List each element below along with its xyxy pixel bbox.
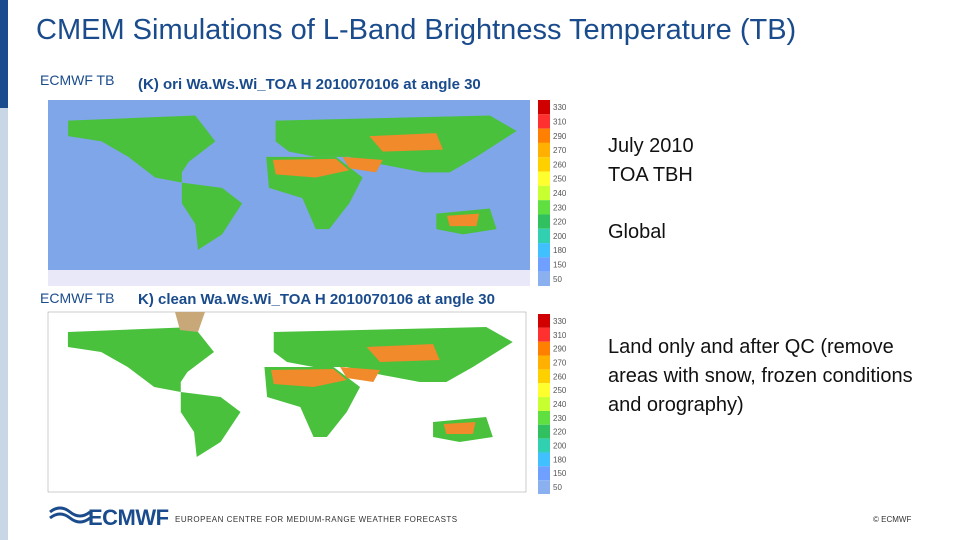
colorbar-label: 270 [553, 146, 567, 155]
note: Land only and after QC (remove areas wit… [608, 336, 913, 416]
colorbar-label: 240 [553, 189, 567, 198]
side-strip [0, 0, 8, 540]
colorbar-swatch [538, 228, 550, 244]
colorbar-swatch [538, 171, 550, 186]
colorbar-swatch [538, 157, 550, 172]
colorbar-swatch [538, 185, 550, 201]
logo: ECMWF [88, 505, 169, 530]
colorbar: 330 310 290 270 260 250 240 230 220 200 180 150 50 [538, 100, 567, 286]
colorbar-swatch [538, 438, 550, 453]
colorbar-swatch [538, 200, 550, 215]
colorbar-label: 200 [553, 232, 567, 241]
colorbar-label: 260 [553, 160, 567, 169]
colorbar-label: 250 [553, 386, 567, 395]
colorbar-label: 330 [553, 103, 567, 112]
note: Global [608, 221, 666, 243]
colorbar-label: 180 [553, 455, 567, 464]
colorbar-label: 230 [553, 203, 567, 212]
colorbar-label: 200 [553, 442, 567, 451]
colorbar-label: 220 [553, 428, 567, 437]
footer-org: EUROPEAN CENTRE FOR MEDIUM-RANGE WEATHER… [175, 515, 458, 524]
colorbar-label: 180 [553, 246, 567, 255]
note: July 2010 [608, 135, 694, 157]
colorbar-swatch [538, 327, 550, 342]
map-title: K) clean Wa.Ws.Wi_TOA H 2010070106 at an… [138, 291, 495, 308]
colorbar-label: 310 [553, 117, 567, 126]
antarctica [48, 270, 530, 286]
colorbar-swatch [538, 383, 550, 398]
masked-area [175, 312, 205, 332]
colorbar-swatch [538, 314, 550, 328]
colorbar-label: 150 [553, 469, 567, 478]
colorbar-label: 310 [553, 331, 567, 340]
colorbar-swatch [538, 142, 550, 158]
colorbar-swatch [538, 466, 550, 481]
colorbar-swatch [538, 355, 550, 370]
colorbar-swatch [538, 114, 550, 129]
colorbar-swatch [538, 257, 550, 272]
colorbar-label: 150 [553, 261, 567, 270]
colorbar-label: 330 [553, 317, 567, 326]
colorbar-swatch [538, 480, 550, 494]
colorbar-swatch [538, 369, 550, 384]
colorbar-swatch [538, 214, 550, 229]
panel-label: ECMWF TB [40, 290, 115, 306]
panel-label: ECMWF TB [40, 72, 115, 88]
colorbar-swatch [538, 243, 550, 258]
colorbar-label: 260 [553, 372, 567, 381]
colorbar-swatch [538, 100, 550, 115]
colorbar-label: 50 [553, 483, 562, 492]
colorbar-label: 240 [553, 400, 567, 409]
colorbar-swatch [538, 410, 550, 425]
colorbar-label: 290 [553, 132, 567, 141]
colorbar-label: 220 [553, 218, 567, 227]
logo-mark [49, 506, 91, 524]
colorbar: 330 310 290 270 260 250 240 230 220 200 180 150 50 [538, 314, 567, 494]
colorbar-label: 270 [553, 358, 567, 367]
colorbar-swatch [538, 424, 550, 439]
note: TOA TBH [608, 164, 693, 186]
colorbar-label: 230 [553, 414, 567, 423]
colorbar-swatch [538, 397, 550, 411]
copyright: © ECMWF [873, 515, 912, 524]
colorbar-swatch [538, 452, 550, 467]
colorbar-swatch [538, 271, 550, 286]
side-strip-active [0, 0, 8, 108]
colorbar-label: 50 [553, 275, 562, 284]
title: CMEM Simulations of L-Band Brightness Te… [36, 14, 797, 46]
colorbar-label: 290 [553, 345, 567, 354]
colorbar-label: 250 [553, 175, 567, 184]
colorbar-swatch [538, 128, 550, 143]
map-title: (K) ori Wa.Ws.Wi_TOA H 2010070106 at ang… [138, 76, 481, 93]
colorbar-swatch [538, 341, 550, 356]
